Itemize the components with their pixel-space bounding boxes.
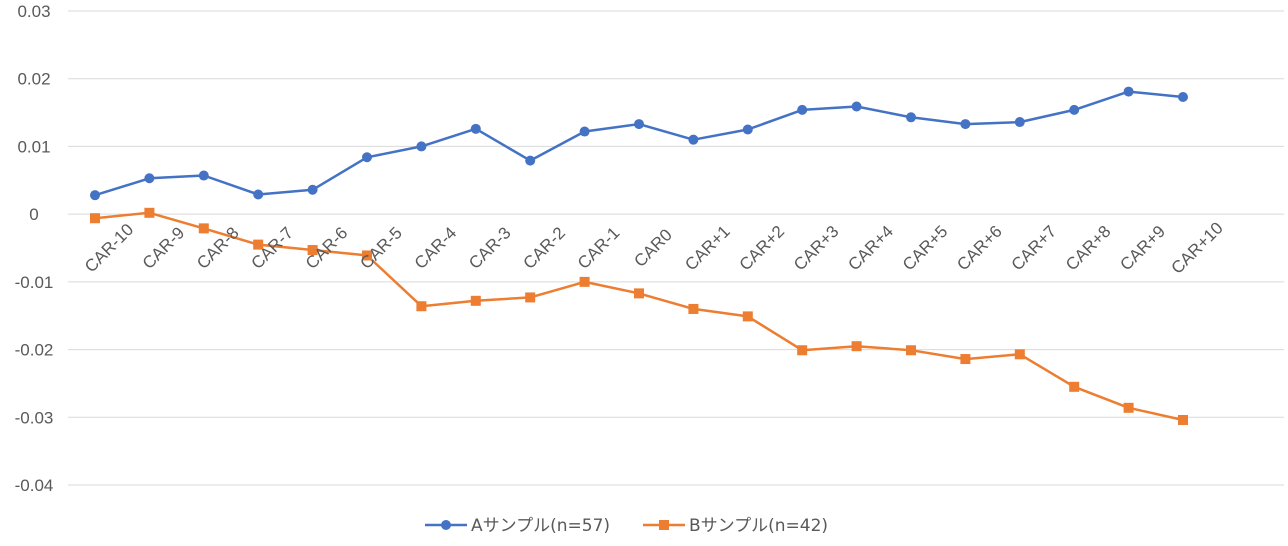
x-tick-label: CAR+3 <box>790 222 843 275</box>
data-point <box>307 245 318 256</box>
data-point <box>742 124 753 135</box>
series-lines <box>90 86 1188 425</box>
data-point <box>416 301 427 312</box>
x-tick-label: CAR+4 <box>844 222 897 275</box>
data-point <box>960 354 971 365</box>
y-tick-label: 0.03 <box>17 2 50 21</box>
y-tick-label: -0.01 <box>15 273 54 292</box>
data-point <box>688 303 699 314</box>
x-tick-label: CAR-9 <box>139 223 189 273</box>
y-tick-label: -0.04 <box>15 476 54 495</box>
legend-label: Bサンプル(n=42) <box>689 516 828 536</box>
data-point <box>1123 86 1134 97</box>
x-tick-label: CAR+1 <box>681 222 734 275</box>
data-point <box>362 250 372 261</box>
series-line <box>94 90 1184 197</box>
data-point <box>851 101 862 112</box>
data-point <box>416 141 427 152</box>
data-point <box>307 184 318 195</box>
data-point <box>362 152 372 163</box>
series-a <box>90 86 1188 201</box>
series-b <box>90 207 1188 425</box>
data-point <box>90 190 100 201</box>
data-point <box>1178 414 1188 425</box>
data-point <box>797 345 808 356</box>
x-tick-label: CAR+9 <box>1116 222 1169 275</box>
x-tick-label: CAR+2 <box>736 222 789 275</box>
data-point <box>253 189 264 200</box>
data-point <box>470 123 481 134</box>
y-axis-tick-labels: 0.03 0.02 0.01 0 -0.01 -0.02 -0.03 -0.04 <box>15 2 54 495</box>
data-point <box>90 213 100 224</box>
data-point <box>1069 381 1080 392</box>
legend-item: Bサンプル(n=42) <box>643 516 828 536</box>
data-point <box>525 155 536 166</box>
data-point <box>470 295 481 306</box>
x-axis-tick-labels: CAR-10 CAR-9 CAR-8 CAR-7 CAR-6 CAR-5 CAR-4 CAR-… <box>81 219 1227 278</box>
data-point <box>198 170 209 181</box>
data-point <box>144 173 155 184</box>
data-point <box>688 134 699 145</box>
y-tick-label: 0.02 <box>17 70 50 89</box>
x-tick-label: CAR+7 <box>1008 222 1061 275</box>
legend-item: Aサンプル(n=57) <box>425 516 610 536</box>
x-tick-label: CAR+5 <box>899 222 952 275</box>
data-point <box>525 292 536 303</box>
data-point <box>1123 402 1134 413</box>
y-tick-label: 0 <box>29 205 38 224</box>
data-point <box>1014 117 1025 128</box>
x-tick-label: CAR-3 <box>465 223 515 273</box>
data-point <box>253 239 264 250</box>
data-point <box>960 119 971 130</box>
legend: Aサンプル(n=57) Bサンプル(n=42) <box>425 516 828 536</box>
x-tick-label: CAR+10 <box>1168 219 1227 278</box>
x-tick-label: CAR-1 <box>574 223 624 273</box>
data-point <box>144 207 155 218</box>
y-tick-label: -0.03 <box>15 408 54 427</box>
x-tick-label: CAR-10 <box>81 220 137 276</box>
data-point <box>906 345 916 356</box>
x-tick-label: CAR0 <box>630 225 676 271</box>
data-point <box>906 112 916 123</box>
data-point <box>198 223 209 234</box>
data-point <box>634 119 644 130</box>
x-tick-label: CAR-2 <box>520 223 570 273</box>
x-tick-label: CAR-5 <box>356 223 406 273</box>
x-tick-label: CAR+6 <box>953 222 1006 275</box>
data-point <box>1069 104 1080 115</box>
legend-label: Aサンプル(n=57) <box>471 516 610 536</box>
data-point <box>1014 349 1025 360</box>
y-tick-label: 0.01 <box>17 137 50 156</box>
legend-marker <box>659 520 669 530</box>
data-point <box>579 126 590 137</box>
legend-marker <box>441 520 451 530</box>
data-point <box>797 104 808 115</box>
data-point <box>851 341 862 352</box>
x-tick-label: CAR-4 <box>411 223 461 273</box>
data-point <box>1178 91 1188 102</box>
gridlines <box>68 10 1284 486</box>
x-tick-label: CAR+8 <box>1062 222 1115 275</box>
y-tick-label: -0.02 <box>15 341 54 360</box>
data-point <box>742 311 753 322</box>
data-point <box>634 288 644 299</box>
data-point <box>579 276 590 287</box>
